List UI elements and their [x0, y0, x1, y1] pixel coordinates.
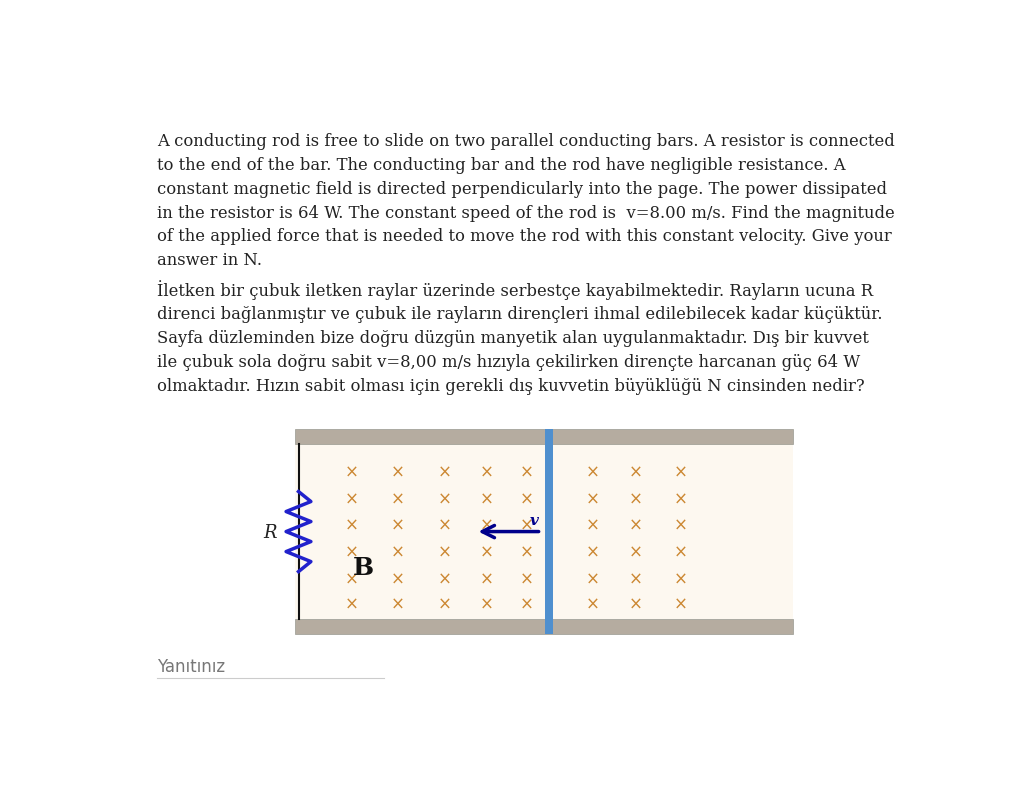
Text: ×: ×: [520, 463, 535, 481]
Text: ×: ×: [520, 543, 535, 561]
Text: ×: ×: [391, 594, 404, 613]
Bar: [295, 444, 793, 619]
Text: ×: ×: [629, 543, 643, 561]
Text: B: B: [352, 555, 374, 579]
Text: ×: ×: [437, 463, 452, 481]
Text: ×: ×: [520, 489, 535, 508]
Text: ×: ×: [344, 594, 358, 613]
Text: ×: ×: [480, 543, 494, 561]
Text: ×: ×: [629, 516, 643, 534]
Text: ×: ×: [520, 516, 535, 534]
Text: ×: ×: [391, 543, 404, 561]
Text: ×: ×: [391, 489, 404, 508]
Text: Yanıtınız: Yanıtınız: [158, 658, 225, 675]
Text: ×: ×: [391, 569, 404, 588]
Text: ×: ×: [437, 516, 452, 534]
Text: ×: ×: [674, 543, 687, 561]
Bar: [295, 429, 793, 444]
Text: ×: ×: [480, 489, 494, 508]
Text: ×: ×: [586, 569, 600, 588]
Bar: [295, 619, 793, 634]
Text: ×: ×: [629, 594, 643, 613]
Text: ×: ×: [674, 489, 687, 508]
Text: ×: ×: [480, 569, 494, 588]
Text: ×: ×: [629, 489, 643, 508]
Text: ×: ×: [586, 543, 600, 561]
Text: ×: ×: [586, 489, 600, 508]
Text: A conducting rod is free to slide on two parallel conducting bars. A resistor is: A conducting rod is free to slide on two…: [158, 133, 895, 269]
Text: ×: ×: [344, 489, 358, 508]
Text: ×: ×: [344, 569, 358, 588]
Text: ×: ×: [586, 516, 600, 534]
Text: ×: ×: [629, 569, 643, 588]
Text: ×: ×: [480, 516, 494, 534]
Text: ×: ×: [391, 516, 404, 534]
Text: ×: ×: [674, 463, 687, 481]
Text: ×: ×: [437, 543, 452, 561]
Text: ×: ×: [344, 543, 358, 561]
Text: ×: ×: [437, 594, 452, 613]
Text: İletken bir çubuk iletken raylar üzerinde serbestçe kayabilmektedir. Rayların uc: İletken bir çubuk iletken raylar üzerind…: [158, 279, 883, 394]
Text: ×: ×: [480, 463, 494, 481]
Text: ×: ×: [674, 594, 687, 613]
Text: ×: ×: [344, 463, 358, 481]
Bar: [545, 429, 553, 634]
Text: ×: ×: [674, 516, 687, 534]
Text: v: v: [529, 513, 539, 527]
Text: ×: ×: [520, 569, 535, 588]
Text: ×: ×: [344, 516, 358, 534]
Text: ×: ×: [674, 569, 687, 588]
Text: ×: ×: [437, 569, 452, 588]
Text: ×: ×: [437, 489, 452, 508]
Text: ×: ×: [520, 594, 535, 613]
Text: ×: ×: [586, 594, 600, 613]
Text: ×: ×: [480, 594, 494, 613]
Text: ×: ×: [586, 463, 600, 481]
Text: ×: ×: [391, 463, 404, 481]
Text: ×: ×: [629, 463, 643, 481]
Text: R: R: [263, 523, 276, 541]
